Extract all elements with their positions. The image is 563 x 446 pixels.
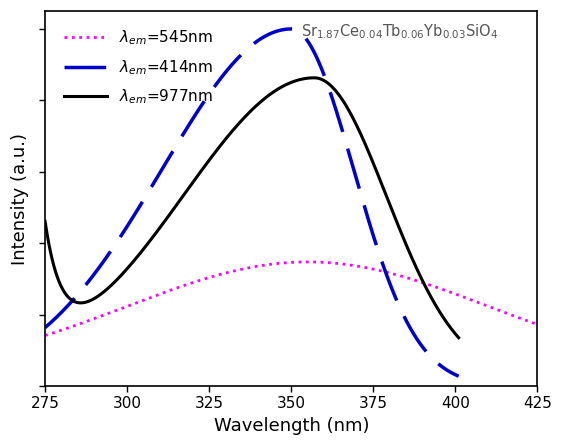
$\lambda_{em}$=545nm — [537, 323, 544, 328]
Y-axis label: Intensity (a.u.): Intensity (a.u.) — [11, 132, 29, 264]
$\lambda_{em}$=545nm — [304, 259, 311, 264]
$\lambda_{em}$=977nm — [283, 82, 289, 87]
$\lambda_{em}$=977nm — [42, 219, 48, 224]
$\lambda_{em}$=545nm — [270, 261, 276, 267]
$\lambda_{em}$=545nm — [42, 333, 48, 338]
$\lambda_{em}$=545nm — [523, 318, 530, 323]
$\lambda_{em}$=545nm — [432, 284, 439, 289]
$\lambda_{em}$=414nm — [67, 300, 74, 306]
$\lambda_{em}$=414nm — [283, 27, 289, 32]
Text: Sr$_{1.87}$Ce$_{0.04}$Tb$_{0.06}$Yb$_{0.03}$SiO$_{4}$: Sr$_{1.87}$Ce$_{0.04}$Tb$_{0.06}$Yb$_{0.… — [301, 22, 498, 41]
$\lambda_{em}$=545nm — [283, 260, 289, 265]
Legend: $\lambda_{em}$=545nm, $\lambda_{em}$=414nm, $\lambda_{em}$=977nm: $\lambda_{em}$=545nm, $\lambda_{em}$=414… — [57, 22, 219, 112]
$\lambda_{em}$=977nm — [432, 302, 439, 307]
Line: $\lambda_{em}$=414nm: $\lambda_{em}$=414nm — [45, 29, 459, 376]
$\lambda_{em}$=545nm — [523, 318, 530, 323]
$\lambda_{em}$=545nm — [67, 324, 74, 330]
Line: $\lambda_{em}$=977nm: $\lambda_{em}$=977nm — [45, 78, 459, 338]
$\lambda_{em}$=414nm — [432, 359, 439, 364]
$\lambda_{em}$=414nm — [270, 30, 276, 35]
$\lambda_{em}$=414nm — [42, 325, 48, 330]
X-axis label: Wavelength (nm): Wavelength (nm) — [213, 417, 369, 435]
$\lambda_{em}$=977nm — [270, 90, 276, 95]
$\lambda_{em}$=977nm — [67, 297, 74, 302]
Line: $\lambda_{em}$=545nm: $\lambda_{em}$=545nm — [45, 262, 540, 335]
